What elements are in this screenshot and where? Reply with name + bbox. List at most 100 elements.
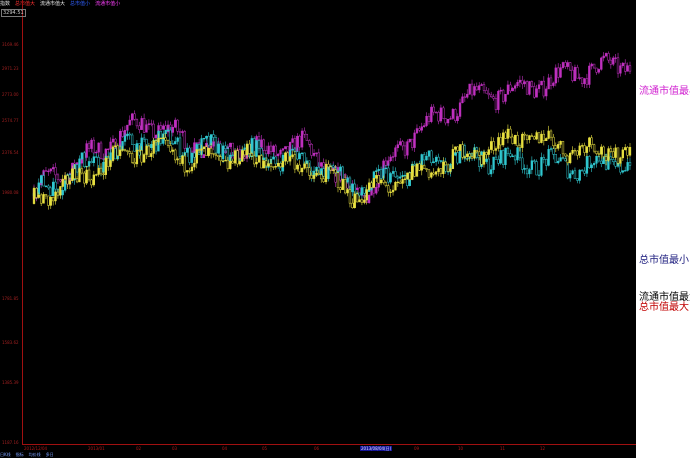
candle [159, 130, 163, 144]
candle [310, 144, 313, 156]
candle [298, 135, 301, 148]
candle [178, 158, 182, 164]
candle [540, 133, 543, 143]
candle [312, 175, 316, 179]
candle [351, 183, 354, 193]
candle [336, 172, 340, 188]
candle [176, 119, 179, 132]
candle [154, 140, 158, 143]
candle [231, 142, 234, 159]
candle [171, 126, 174, 133]
candle [535, 132, 538, 140]
candle [585, 78, 589, 85]
candle [272, 166, 275, 168]
candle [535, 88, 538, 98]
candle [399, 181, 402, 184]
candle [212, 134, 215, 138]
candle [205, 135, 208, 139]
bottom-toolbar[interactable]: 日K线 指标 均价线 多日 [0, 452, 636, 458]
candle [614, 147, 617, 158]
candle [523, 81, 526, 85]
candle [128, 119, 131, 126]
candle [569, 153, 572, 164]
candle [590, 63, 593, 67]
candle [628, 147, 632, 156]
candle [516, 82, 519, 86]
candle [537, 132, 541, 143]
price-chart[interactable] [0, 0, 636, 444]
candle [490, 169, 493, 175]
candle [42, 175, 45, 187]
candle [162, 137, 165, 139]
candle [370, 182, 373, 188]
candle [571, 170, 574, 174]
candle [243, 150, 246, 156]
candle [202, 154, 206, 158]
candle [420, 165, 423, 171]
candle [466, 93, 469, 98]
candle [545, 158, 548, 166]
toolbar-tab[interactable]: 日K线 [0, 452, 11, 457]
candle [257, 155, 261, 163]
toolbar-tab[interactable]: 均价线 [28, 452, 41, 457]
candle [494, 148, 498, 151]
candle [485, 152, 488, 155]
candle [262, 160, 265, 169]
candle [554, 67, 557, 84]
candle [32, 187, 36, 204]
candle [561, 62, 565, 68]
candle [126, 133, 129, 137]
candle [135, 119, 139, 127]
candle [54, 191, 57, 202]
candle [446, 119, 450, 124]
y-axis: 3169.46 2971.23 2773.00 2574.77 2376.54 1980.… [0, 0, 23, 445]
y-tick-label: 1980.08 [2, 190, 19, 195]
candle [315, 152, 318, 154]
candle [387, 185, 390, 193]
candle [487, 92, 490, 96]
candle [90, 161, 93, 163]
candle [97, 167, 100, 175]
candle [40, 175, 43, 184]
candle [461, 96, 464, 104]
candle [391, 156, 395, 158]
toolbar-tab[interactable]: 多日 [45, 452, 54, 457]
candle [487, 158, 490, 175]
candle [128, 133, 131, 136]
toolbar-tab[interactable]: 指标 [15, 452, 24, 457]
candle [444, 161, 447, 166]
candle [152, 123, 155, 139]
candle [178, 131, 182, 133]
candle [389, 191, 392, 193]
candle [377, 168, 380, 171]
candle [164, 137, 167, 141]
y-tick-label: 3169.46 [2, 42, 19, 47]
candle [367, 182, 371, 190]
candle [229, 142, 232, 148]
candle [375, 175, 378, 179]
candle [619, 157, 622, 164]
candle [274, 166, 277, 168]
candle [626, 65, 629, 72]
candle [571, 149, 574, 154]
candle [73, 168, 76, 179]
candle [408, 172, 411, 180]
candle [391, 171, 395, 174]
candle [530, 135, 534, 137]
candle [231, 154, 234, 157]
candle [56, 174, 60, 180]
candle [396, 176, 399, 179]
candle [123, 149, 127, 151]
candle [573, 149, 577, 152]
candle [420, 126, 423, 131]
candle [92, 139, 95, 154]
candle [183, 155, 186, 173]
candle [140, 118, 143, 130]
candle [188, 147, 191, 163]
candle [207, 147, 210, 156]
candle [578, 77, 581, 79]
candle [401, 141, 404, 147]
candle [317, 172, 320, 175]
candle [47, 195, 50, 206]
candle [470, 83, 474, 96]
